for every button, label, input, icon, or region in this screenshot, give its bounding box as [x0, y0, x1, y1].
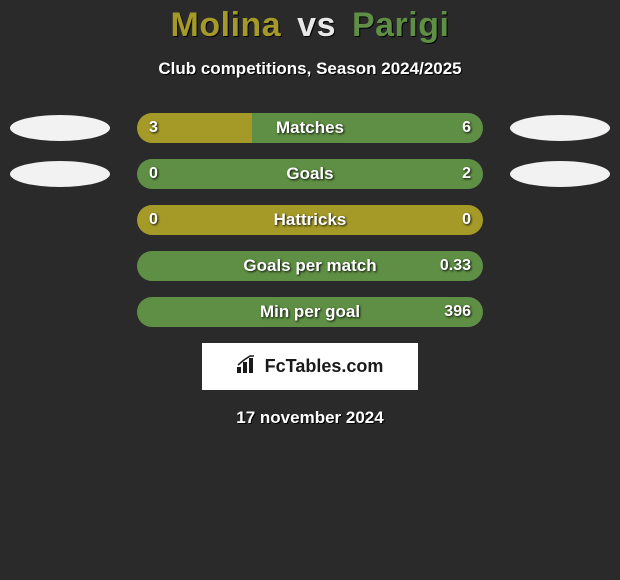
player1-name: Molina — [171, 6, 282, 44]
brand-box: FcTables.com — [202, 343, 418, 390]
stat-bar: Matches36 — [137, 113, 483, 143]
stat-row: Goals02 — [0, 159, 620, 189]
player1-avatar — [10, 161, 110, 187]
brand-text: FcTables.com — [265, 356, 384, 377]
player2-avatar — [510, 115, 610, 141]
stat-bar-left-segment — [137, 205, 483, 235]
stat-bar-right-segment — [137, 251, 483, 281]
brand-suffix: .com — [341, 356, 383, 376]
bars-icon — [237, 355, 259, 378]
stat-row: Goals per match0.33 — [0, 251, 620, 281]
stat-bar-left-segment — [137, 113, 252, 143]
player1-avatar — [10, 115, 110, 141]
stat-row: Min per goal396 — [0, 297, 620, 327]
stat-bar-right-segment — [137, 297, 483, 327]
date-label: 17 november 2024 — [0, 408, 620, 428]
subtitle: Club competitions, Season 2024/2025 — [0, 59, 620, 79]
stat-bar: Min per goal396 — [137, 297, 483, 327]
player2-avatar — [510, 161, 610, 187]
brand-main: Tables — [286, 356, 342, 376]
stat-bar: Goals02 — [137, 159, 483, 189]
vs-separator: vs — [297, 6, 336, 44]
brand-prefix: Fc — [265, 356, 286, 376]
stat-bar-right-segment — [137, 159, 483, 189]
stat-bar: Hattricks00 — [137, 205, 483, 235]
stat-bar: Goals per match0.33 — [137, 251, 483, 281]
comparison-title: Molina vs Parigi — [0, 0, 620, 45]
stat-row: Matches36 — [0, 113, 620, 143]
stat-rows-container: Matches36 Goals02 Hattricks00 Goals per mat… — [0, 113, 620, 327]
player2-name: Parigi — [352, 6, 449, 44]
stat-bar-right-segment — [252, 113, 483, 143]
stat-row: Hattricks00 — [0, 205, 620, 235]
